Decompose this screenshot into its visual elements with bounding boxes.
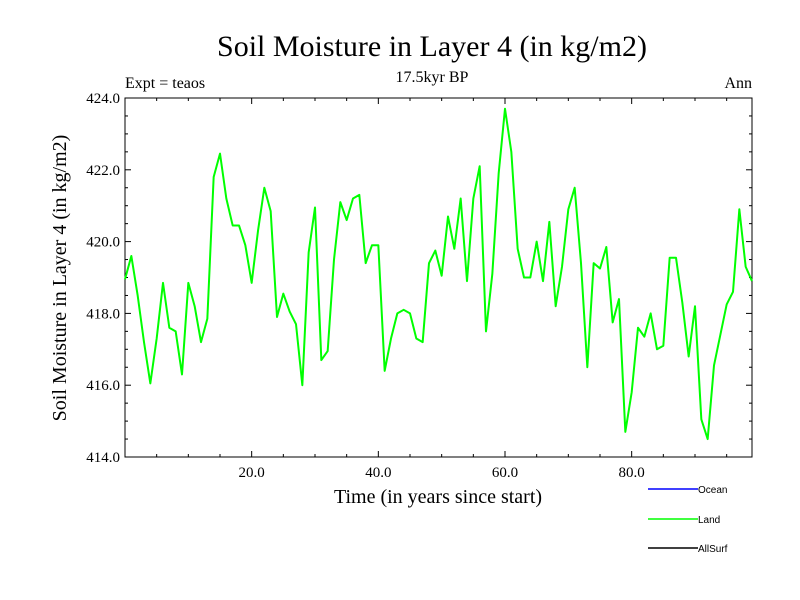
y-tick-label: 420.0 bbox=[86, 235, 120, 251]
chart-title: Soil Moisture in Layer 4 (in kg/m2) bbox=[217, 30, 647, 63]
x-tick-label: 40.0 bbox=[365, 465, 391, 481]
y-tick-label: 422.0 bbox=[86, 163, 120, 179]
y-tick-label: 414.0 bbox=[86, 450, 120, 466]
experiment-label: Expt = teaos bbox=[125, 75, 205, 92]
legend: Ocean Land AllSurf bbox=[648, 485, 728, 555]
legend-label-ocean: Ocean bbox=[698, 485, 727, 496]
legend-label-land: Land bbox=[698, 515, 720, 526]
season-label: Ann bbox=[724, 75, 752, 92]
legend-label-allsurf: AllSurf bbox=[698, 544, 728, 555]
x-tick-label: 20.0 bbox=[239, 465, 265, 481]
x-axis-label: Time (in years since start) bbox=[334, 486, 542, 508]
y-tick-label: 416.0 bbox=[86, 378, 120, 394]
y-tick-label: 424.0 bbox=[86, 91, 120, 107]
chart-subtitle: 17.5kyr BP bbox=[396, 69, 469, 86]
y-axis-label: Soil Moisture in Layer 4 (in kg/m2) bbox=[49, 135, 71, 422]
plot-area: 414.0 416.0 418.0 420.0 422.0 424.0 20.0 40.0 60… bbox=[86, 91, 753, 481]
plot-frame bbox=[124, 97, 753, 458]
x-tick-label: 60.0 bbox=[492, 465, 518, 481]
y-tick-label: 418.0 bbox=[86, 306, 120, 322]
x-tick-label: 80.0 bbox=[619, 465, 645, 481]
series-line-land bbox=[124, 107, 753, 441]
